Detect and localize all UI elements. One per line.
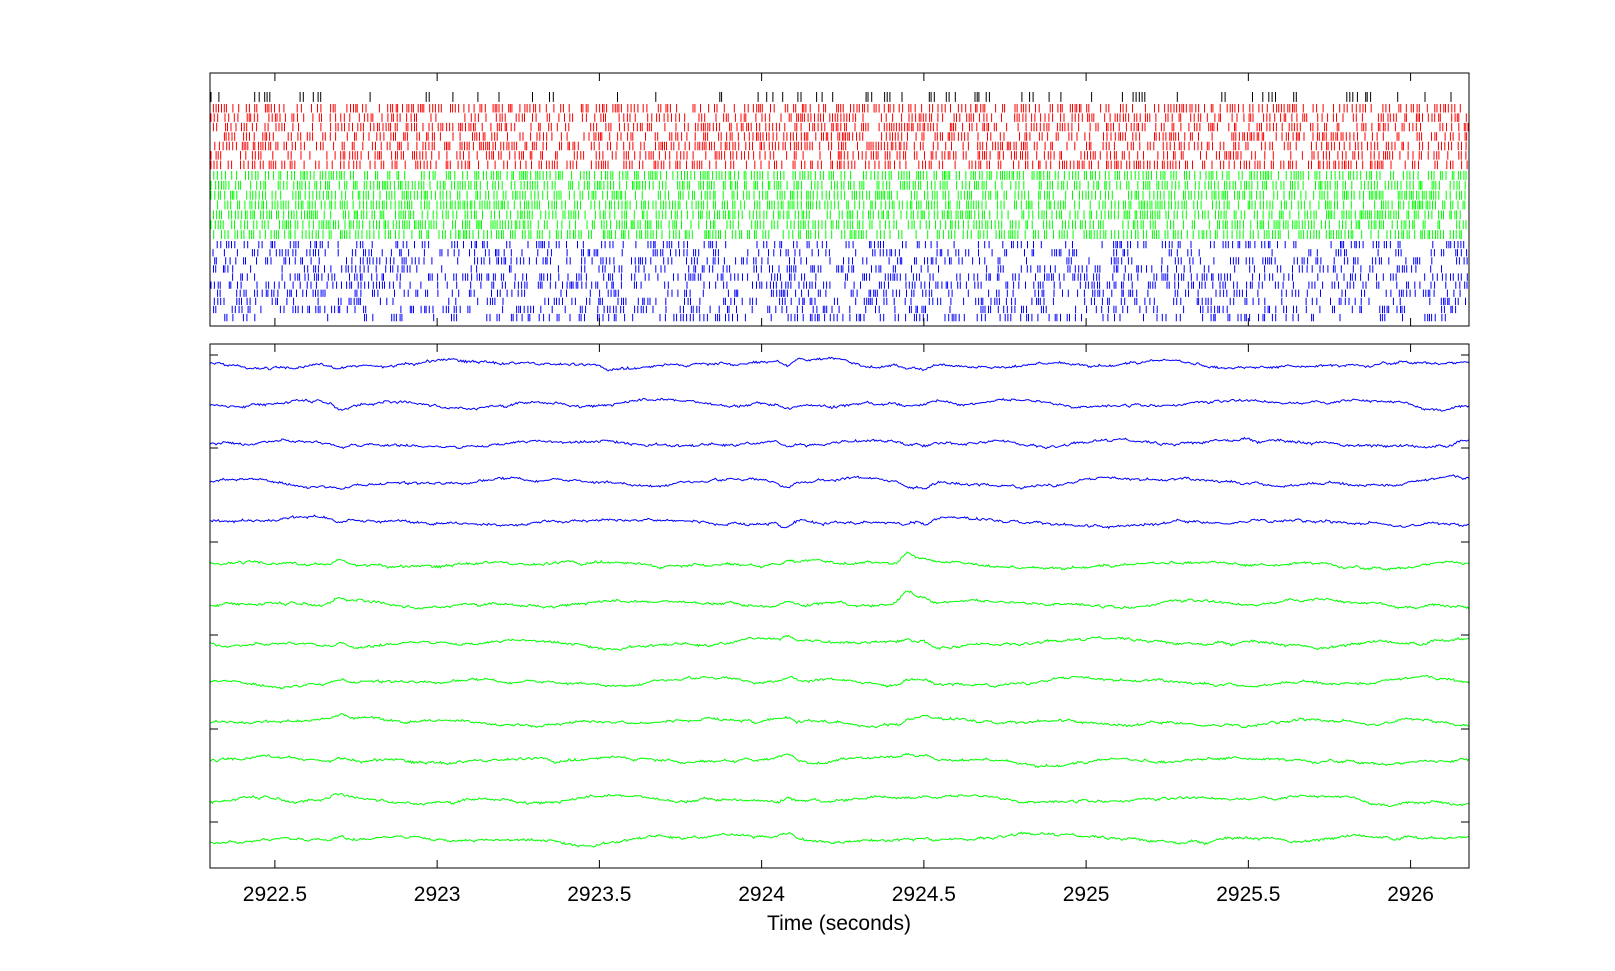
lfp-trace [209,514,1469,530]
x-axis-label: Time (seconds) [767,912,911,935]
raster-row [216,241,1465,249]
lfp-trace [209,831,1469,848]
x-tick-label: 2923.5 [567,883,631,906]
raster-ticks [274,73,1412,326]
raster-row [210,92,1452,102]
raster-row [224,313,1446,322]
raster-row [213,230,1462,239]
raster-group-0 [210,92,1452,102]
x-tick-label: 2924.5 [892,883,956,906]
lfp-trace [209,752,1470,769]
x-tick-label: 2924 [738,883,785,906]
lfp-trace [209,792,1469,808]
raster-group-3 [210,241,1468,322]
lfp-trace-panel: 2922.5 2923 2923.5 2924 2924.5 2925 2925.5 2926… [209,343,1470,935]
raster-row [210,180,1466,190]
raster-marks [210,92,1469,322]
lfp-trace [209,590,1470,610]
trace-axes-box [209,343,1470,869]
raster-row [214,141,1467,151]
lfp-trace [209,397,1470,412]
raster-row [217,200,1466,210]
raster-row [217,289,1461,297]
raster-row [210,151,1467,160]
raster-group-1 [210,104,1469,170]
raster-row [213,305,1457,314]
x-tick-label: 2925.5 [1216,883,1280,906]
raster-row [210,160,1468,170]
lfp-trace [209,436,1470,450]
lfp-trace [210,713,1469,729]
x-tick-label: 2926 [1387,883,1434,906]
lfp-trace [209,474,1470,490]
raster-row [212,249,1468,257]
x-tick-labels: 2922.5 2923 2923.5 2924 2924.5 2925 2925.5 2926 [243,883,1434,906]
lfp-trace [209,634,1469,652]
raster-row [210,220,1467,230]
raster-row [210,113,1467,122]
raster-row [210,190,1466,200]
raster-axes-box [209,72,1470,327]
raster-row [213,297,1466,305]
raster-row [212,122,1469,132]
raster-row [213,171,1467,180]
trace-plot-area [210,344,1469,868]
x-tick-label: 2922.5 [243,883,307,906]
lfp-trace [209,674,1470,690]
trace-lines [209,356,1470,848]
raster-row [232,273,1468,281]
spike-raster-panel [209,72,1470,327]
x-tick-label: 2923 [414,883,461,906]
raster-row [213,210,1461,220]
raster-plot-area [210,73,1469,326]
raster-row [214,257,1468,265]
raster-row [212,104,1461,113]
raster-row [210,281,1468,289]
lfp-trace [209,551,1469,571]
x-tick-label: 2925 [1063,883,1110,906]
raster-group-2 [210,171,1467,239]
trace-ticks [210,344,1469,868]
lfp-trace [209,356,1470,372]
raster-row [223,132,1468,141]
raster-row [213,265,1442,273]
